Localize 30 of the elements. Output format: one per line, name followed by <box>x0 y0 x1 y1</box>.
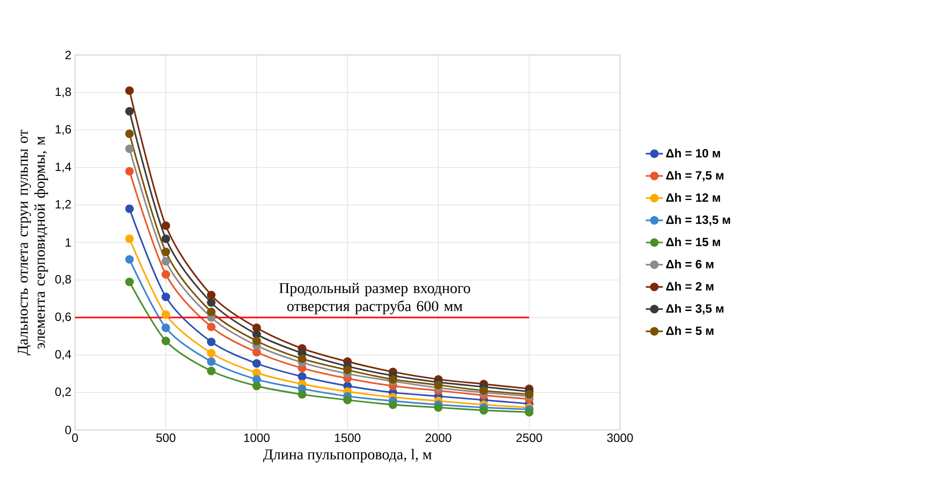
x-tick-label: 1000 <box>244 434 270 442</box>
legend-label: Δh = 7,5 м <box>666 170 724 182</box>
legend-label: Δh = 12 м <box>666 193 720 202</box>
x-tick-label: 0 <box>72 434 78 442</box>
y-tick-label: 0,8 <box>55 275 71 285</box>
y-tick-label: 1 <box>66 238 71 247</box>
legend-label: Δh = 6 м <box>666 260 714 268</box>
x-tick-label: 500 <box>156 434 176 442</box>
legend-label: Δh = 10 м <box>666 148 720 158</box>
legend-label: Δh = 3,5 м <box>666 304 724 315</box>
y-tick-label: 1,2 <box>56 200 71 210</box>
ref-line-label: Продольный размер входного отверстия раструба 600 мм <box>279 282 470 314</box>
y-tick-label: 0,4 <box>55 350 72 360</box>
x-tick-label: 3000 <box>607 434 633 442</box>
legend-label: Δh = 5 м <box>666 326 714 335</box>
y-axis-title: Дальность отлета струи пульпы от элемента серповидной формы, м <box>18 130 48 356</box>
x-axis-title: Длина пульпопровода, l, м <box>263 448 432 463</box>
y-tick-label: 0 <box>65 426 72 434</box>
y-tick-label: 1,4 <box>56 162 72 172</box>
legend-label: Δh = 13,5 м <box>666 215 730 226</box>
legend-label: Δh = 2 м <box>666 282 714 290</box>
y-tick-label: 1,8 <box>56 88 71 98</box>
y-tick-label: 2 <box>65 50 71 60</box>
x-tick-label: 2500 <box>516 434 542 442</box>
legend-label: Δh = 15 м <box>666 237 720 246</box>
x-tick-label: 2000 <box>426 434 452 442</box>
y-tick-label: 0,6 <box>55 312 71 322</box>
y-tick-label: 0,2 <box>55 388 71 398</box>
y-tick-label: 1,6 <box>56 125 71 135</box>
x-tick-label: 1500 <box>335 434 360 442</box>
